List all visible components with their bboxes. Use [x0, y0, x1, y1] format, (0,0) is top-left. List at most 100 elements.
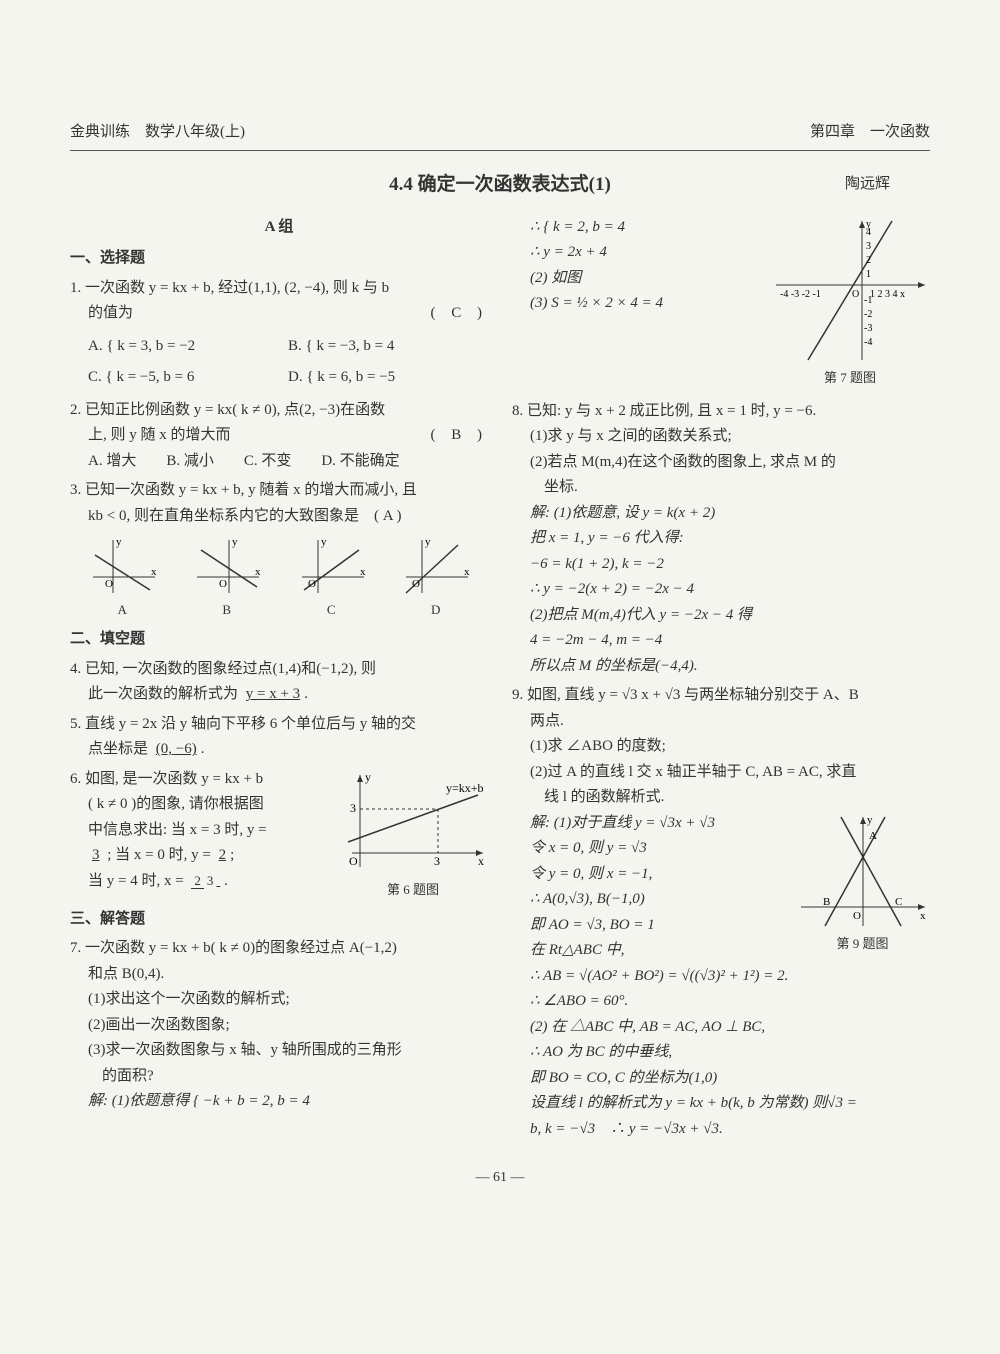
svg-text:y: y	[365, 770, 371, 784]
p3-graph-c: x y O C	[294, 535, 369, 621]
p6-a2: 2	[215, 847, 231, 863]
p6-l5: 当 y = 4 时, x =	[88, 873, 184, 889]
page-number: — 61 —	[70, 1166, 930, 1190]
svg-text:x: x	[464, 566, 470, 578]
heading-choice: 一、选择题	[70, 246, 488, 272]
p8-sol3: −6 = k(1 + 2), k = −2	[512, 552, 930, 578]
p3-labA: A	[85, 599, 160, 621]
p1-line1: 1. 一次函数 y = kx + b, 经过(1,1), (2, −4), 则 …	[70, 276, 488, 302]
svg-text:2: 2	[866, 255, 871, 266]
p2-l2: 上, 则 y 随 x 的增大而 ( B )	[70, 423, 488, 449]
svg-text:y: y	[321, 536, 327, 548]
graph-d-svg: x y O	[398, 535, 473, 597]
p9-sol7: ∴ AB = √(AO² + BO²) = √((√3)² + 1²) = 2.	[512, 964, 930, 990]
p7-figure: -4 -3 -2 -1 O 1 2 3 4 x 1 2 3 4 y -1 -2 …	[770, 215, 930, 389]
header-left: 金典训练 数学八年级(上)	[70, 120, 245, 146]
svg-text:A: A	[869, 830, 877, 842]
p3-graph-a: x y O A	[85, 535, 160, 621]
p1-optA: A. { k = 3, b = −2	[88, 334, 288, 360]
p2-opts: A. 增大 B. 减小 C. 不变 D. 不能确定	[88, 449, 488, 475]
p5-ans: (0, −6)	[152, 741, 201, 757]
author: 陶远辉	[845, 172, 890, 198]
graph-a-svg: x y O	[85, 535, 160, 597]
svg-text:x: x	[255, 566, 261, 578]
problem-5: 5. 直线 y = 2x 沿 y 轴向下平移 6 个单位后与 y 轴的交 点坐标…	[70, 712, 488, 763]
svg-text:x: x	[478, 854, 484, 868]
problem-7: 7. 一次函数 y = kx + b( k ≠ 0)的图象经过点 A(−1,2)…	[70, 936, 488, 1115]
p8-sol6: 4 = −2m − 4, m = −4	[512, 628, 930, 654]
p8-s1: (1)求 y 与 x 之间的函数关系式;	[512, 424, 930, 450]
svg-text:1 2 3 4 x: 1 2 3 4 x	[870, 289, 905, 300]
p3-labC: C	[294, 599, 369, 621]
svg-text:B: B	[823, 896, 830, 908]
p6-a3: 23	[187, 873, 224, 889]
svg-text:O: O	[412, 578, 420, 590]
header-bar: 金典训练 数学八年级(上) 第四章 一次函数	[70, 120, 930, 151]
p1-options: A. { k = 3, b = −2 B. { k = −3, b = 4 C.…	[88, 331, 488, 394]
right-col: -4 -3 -2 -1 O 1 2 3 4 x 1 2 3 4 y -1 -2 …	[512, 211, 930, 1147]
svg-text:O: O	[308, 578, 316, 590]
p6-l4: ; 当 x = 0 时, y =	[107, 847, 211, 863]
p9-svg: y x O B C A	[795, 811, 930, 931]
p7-sol1: 解: (1)依题意得 { −k + b = 2, b = 4	[70, 1089, 488, 1115]
p7-s2: (2)画出一次函数图象;	[70, 1013, 488, 1039]
svg-text:-4 -3 -2 -1: -4 -3 -2 -1	[780, 289, 821, 300]
p9-figure: y x O B C A 第 9 题图	[795, 811, 930, 955]
svg-text:y: y	[232, 536, 238, 548]
p3-graph-d: x y O D	[398, 535, 473, 621]
p5-l2: 点坐标是 (0, −6).	[70, 737, 488, 763]
problem-3: 3. 已知一次函数 y = kx + b, y 随着 x 的增大而减小, 且 k…	[70, 478, 488, 621]
p6-svg: 3 3 O x y y=kx+b	[338, 767, 488, 877]
p3-graph-b: x y O B	[189, 535, 264, 621]
p2-ans: ( B )	[431, 423, 489, 449]
p8-sol5: (2)把点 M(m,4)代入 y = −2x − 4 得	[512, 603, 930, 629]
p6-a3-den: 3	[204, 873, 217, 888]
p7-svg: -4 -3 -2 -1 O 1 2 3 4 x 1 2 3 4 y -1 -2 …	[770, 215, 930, 365]
p9-caption: 第 9 题图	[795, 933, 930, 955]
header-right: 第四章 一次函数	[810, 120, 930, 146]
p3-labD: D	[398, 599, 473, 621]
p8-l1: 8. 已知: y 与 x + 2 成正比例, 且 x = 1 时, y = −6…	[512, 399, 930, 425]
svg-text:x: x	[151, 566, 157, 578]
p6-dot: .	[224, 873, 228, 889]
svg-text:O: O	[853, 910, 861, 922]
left-col: A 组 一、选择题 1. 一次函数 y = kx + b, 经过(1,1), (…	[70, 211, 488, 1147]
svg-text:O: O	[349, 854, 358, 868]
p5-dot: .	[201, 741, 205, 757]
svg-text:-1: -1	[864, 295, 872, 306]
problem-7-right: -4 -3 -2 -1 O 1 2 3 4 x 1 2 3 4 y -1 -2 …	[512, 215, 930, 389]
p3-l2: kb < 0, 则在直角坐标系内它的大致图象是 ( A )	[70, 504, 488, 530]
graph-b-svg: x y O	[189, 535, 264, 597]
problem-2: 2. 已知正比例函数 y = kx( k ≠ 0), 点(2, −3)在函数 上…	[70, 398, 488, 475]
svg-text:3: 3	[866, 241, 871, 252]
p2-line2: 上, 则 y 随 x 的增大而	[88, 427, 231, 443]
p3-l1: 3. 已知一次函数 y = kx + b, y 随着 x 的增大而减小, 且	[70, 478, 488, 504]
problem-6: 3 3 O x y y=kx+b 第 6 题图 6. 如图, 是一次函数 y =…	[70, 767, 488, 901]
p6-caption: 第 6 题图	[338, 879, 488, 901]
p8-sol2: 把 x = 1, y = −6 代入得:	[512, 526, 930, 552]
section-title: 4.4 确定一次函数表达式(1)	[70, 169, 930, 201]
p5-line2: 点坐标是	[88, 741, 148, 757]
svg-text:x: x	[360, 566, 366, 578]
p6-ylabel: y=kx+b	[446, 781, 484, 795]
p8-s2: (2)若点 M(m,4)在这个函数的图象上, 求点 M 的	[512, 450, 930, 476]
p8-sol4: ∴ y = −2(x + 2) = −2x − 4	[512, 577, 930, 603]
graph-c-svg: x y O	[294, 535, 369, 597]
p9-l1: 9. 如图, 直线 y = √3 x + √3 与两坐标轴分别交于 A、B	[512, 683, 930, 709]
svg-text:-3: -3	[864, 323, 872, 334]
p8-sol1: 解: (1)依题意, 设 y = k(x + 2)	[512, 501, 930, 527]
p5-l1: 5. 直线 y = 2x 沿 y 轴向下平移 6 个单位后与 y 轴的交	[70, 712, 488, 738]
problem-1: 1. 一次函数 y = kx + b, 经过(1,1), (2, −4), 则 …	[70, 276, 488, 394]
p6-a3-num: 2	[191, 873, 204, 889]
group-a-label: A 组	[70, 215, 488, 241]
problem-9: 9. 如图, 直线 y = √3 x + √3 与两坐标轴分别交于 A、B 两点…	[512, 683, 930, 1142]
p2-l1: 2. 已知正比例函数 y = kx( k ≠ 0), 点(2, −3)在函数	[70, 398, 488, 424]
svg-text:3: 3	[434, 854, 440, 868]
p9-sol13: b, k = −√3 ∴ y = −√3x + √3.	[512, 1117, 930, 1143]
p9-s1: (1)求 ∠ABO 的度数;	[512, 734, 930, 760]
p1-answer: ( C )	[431, 301, 489, 327]
p6-figure: 3 3 O x y y=kx+b 第 6 题图	[338, 767, 488, 901]
p4-l2: 此一次函数的解析式为 y = x + 3.	[70, 682, 488, 708]
p1-optD: D. { k = 6, b = −5	[288, 365, 488, 391]
p4-ans: y = x + 3	[242, 686, 304, 702]
